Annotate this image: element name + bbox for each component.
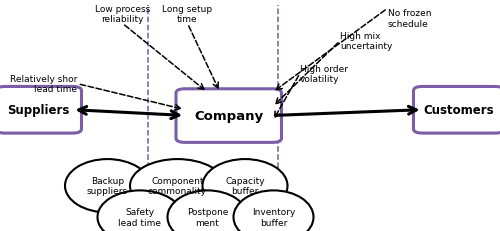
Text: Capacity
buffer: Capacity buffer xyxy=(225,176,265,196)
Text: Company: Company xyxy=(194,109,264,123)
Text: Low process
reliability: Low process reliability xyxy=(95,5,150,24)
FancyBboxPatch shape xyxy=(414,87,500,134)
FancyBboxPatch shape xyxy=(0,87,82,134)
Ellipse shape xyxy=(202,159,288,213)
Text: Inventory
buffer: Inventory buffer xyxy=(252,207,295,227)
FancyBboxPatch shape xyxy=(176,89,282,143)
Text: High mix
uncertainty: High mix uncertainty xyxy=(340,32,392,51)
Text: No frozen
schedule: No frozen schedule xyxy=(388,9,431,29)
Ellipse shape xyxy=(130,159,225,213)
Text: Component
commonality: Component commonality xyxy=(148,176,207,196)
Ellipse shape xyxy=(98,191,182,231)
Text: Customers: Customers xyxy=(424,104,494,117)
Text: Safety
lead time: Safety lead time xyxy=(118,207,162,227)
Ellipse shape xyxy=(65,159,150,213)
Ellipse shape xyxy=(168,191,248,231)
Text: Backup
suppliers: Backup suppliers xyxy=(87,176,128,196)
Text: Relatively shor
lead time: Relatively shor lead time xyxy=(10,75,78,94)
Text: Long setup
time: Long setup time xyxy=(162,5,212,24)
Text: Postpone
ment: Postpone ment xyxy=(187,207,228,227)
Text: Suppliers: Suppliers xyxy=(8,104,70,117)
Text: High order
volatility: High order volatility xyxy=(300,64,348,84)
Ellipse shape xyxy=(234,191,314,231)
